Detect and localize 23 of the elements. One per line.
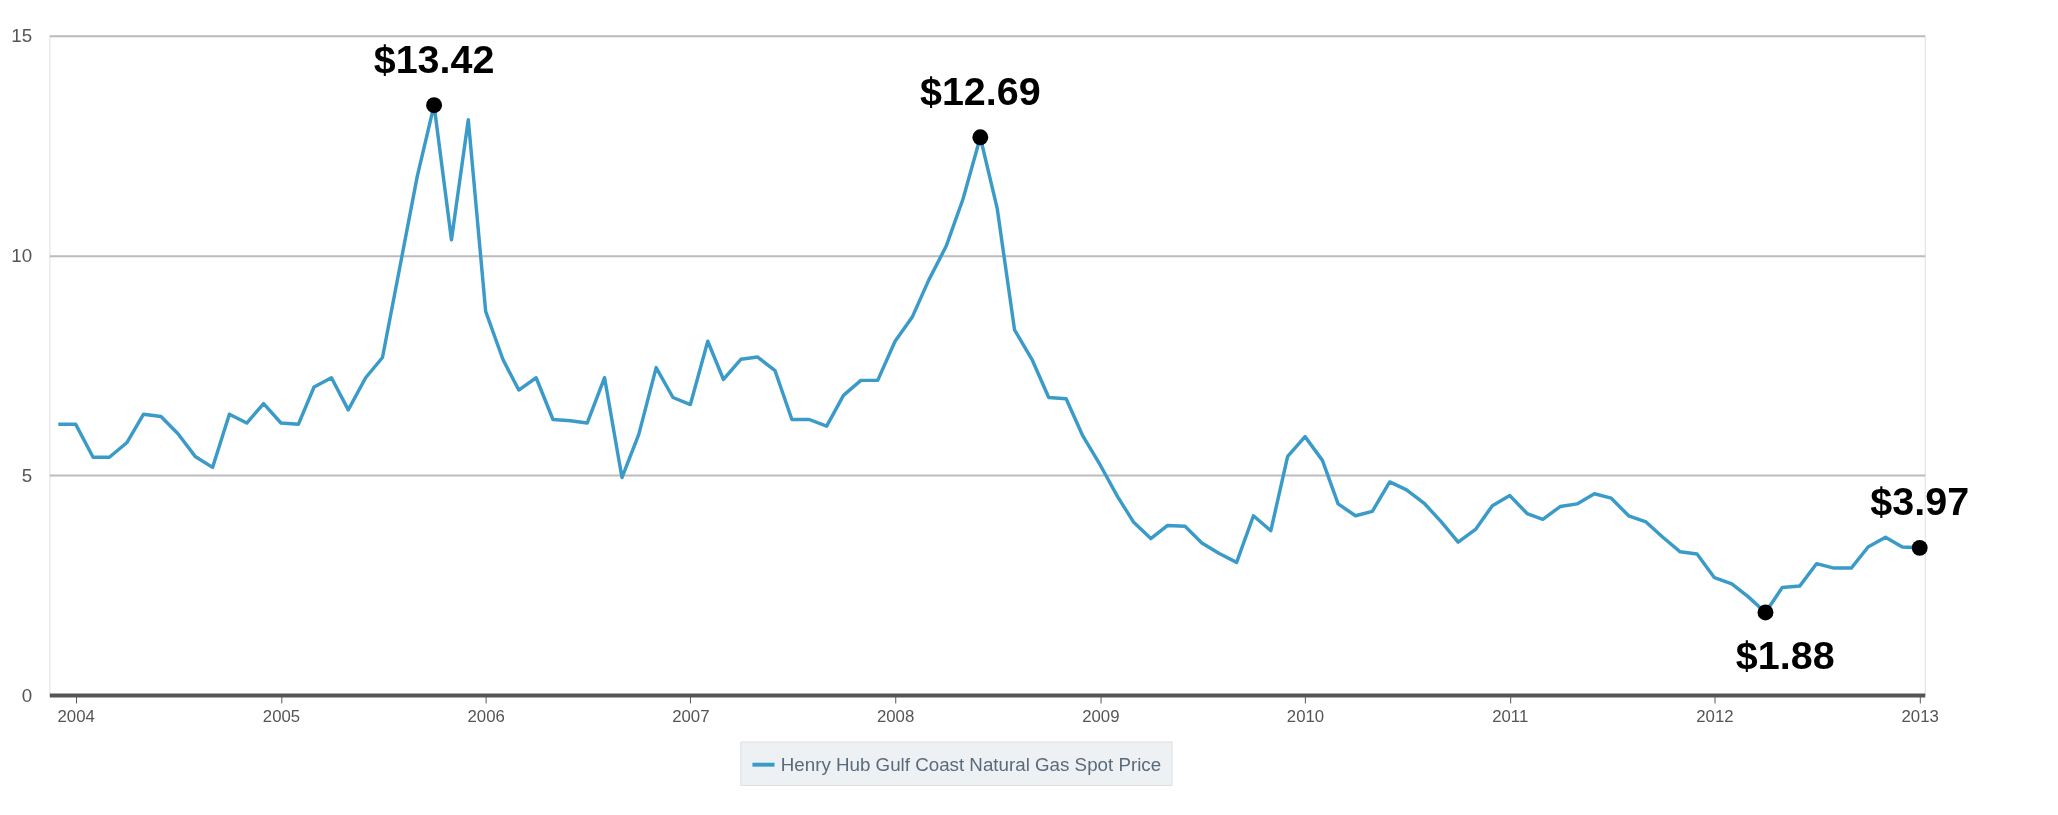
x-tick-label: 2011 xyxy=(1492,707,1529,727)
y-tick-label: 15 xyxy=(11,25,33,47)
x-tick-label: 2005 xyxy=(262,707,301,727)
x-tick-label: 2010 xyxy=(1286,707,1325,727)
x-tick-label: 2012 xyxy=(1696,707,1734,727)
point xyxy=(972,129,989,146)
x-tick-label: 2006 xyxy=(467,707,505,727)
y-tick-label: 0 xyxy=(21,684,33,706)
y-tick-label: 10 xyxy=(11,244,33,266)
point xyxy=(426,97,443,114)
x-tick-label: 2013 xyxy=(1901,707,1939,727)
point xyxy=(1911,539,1928,556)
point xyxy=(1757,604,1774,621)
y-tick-label: 5 xyxy=(21,464,33,486)
x-tick-label: 2009 xyxy=(1082,707,1120,727)
legend-label: Henry Hub Gulf Coast Natural Gas Spot Price xyxy=(780,753,1162,775)
annotation: $3.97 xyxy=(1870,479,1970,524)
annotation: $1.88 xyxy=(1735,632,1835,677)
x-tick-label: 2007 xyxy=(672,707,710,727)
annotation: $13.42 xyxy=(373,36,495,81)
annotation: $12.69 xyxy=(919,68,1041,113)
x-tick-label: 2008 xyxy=(876,707,915,727)
x-tick-label: 2004 xyxy=(57,707,95,727)
